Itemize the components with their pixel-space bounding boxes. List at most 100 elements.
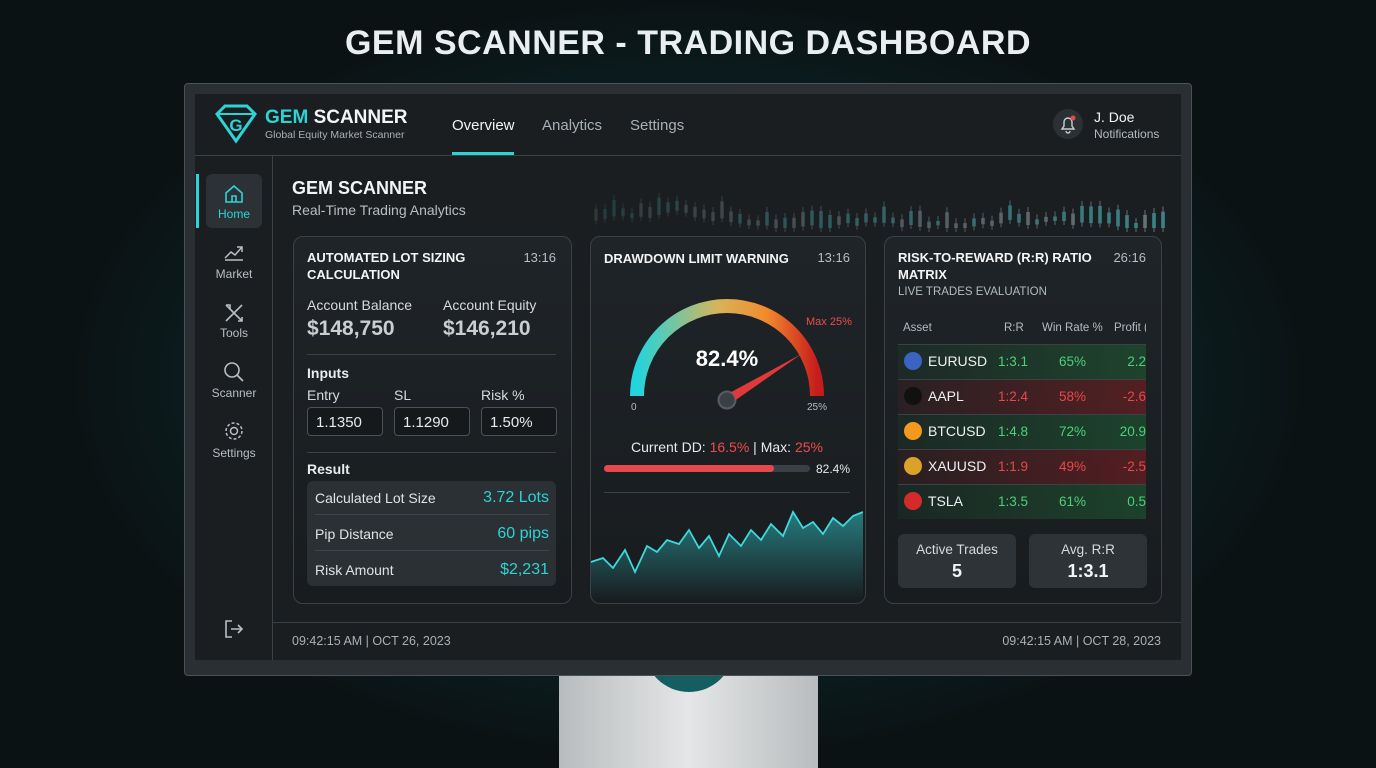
nav-tab[interactable]: Settings [630, 117, 685, 134]
candle-body [1080, 205, 1084, 223]
profit: -2.5 [1122, 459, 1146, 474]
candle-body [981, 217, 985, 225]
card-title: RISK-TO-REWARD (R:R) RATIO MATRIX [898, 250, 1092, 282]
rr-table: Asset R:R Win Rate % Profit (%) EURUSD 1:3.1 6… [898, 316, 1146, 520]
candle-body [594, 208, 598, 221]
nav-tab[interactable]: Analytics [542, 117, 603, 134]
asset-icon [904, 422, 922, 440]
candle-body [1062, 211, 1066, 222]
candle-body [846, 213, 850, 224]
asset-icon [904, 387, 922, 405]
rr-value: 1:3.5 [998, 494, 1029, 509]
balance-value: $148,750 [307, 317, 395, 340]
brand-subtitle: Global Equity Market Scanner [265, 129, 405, 141]
asset-name: AAPL [928, 388, 964, 404]
candle-body [945, 212, 949, 228]
divider [604, 492, 850, 493]
result-box [307, 481, 556, 586]
candle-body [684, 204, 688, 213]
page-title: GEM SCANNER - TRADING DASHBOARD [344, 24, 1032, 62]
candle-body [1107, 212, 1111, 224]
notification-bell[interactable] [1052, 108, 1084, 140]
user-name: J. Doe [1094, 109, 1135, 125]
asset-name: EURUSD [928, 353, 988, 369]
candle-body [990, 220, 994, 226]
candle-body [1116, 209, 1120, 227]
sidebar-item[interactable]: Market [215, 267, 253, 281]
candle-body [972, 218, 976, 227]
nav-tab[interactable]: Overview [452, 117, 515, 134]
current-label: Current DD: [631, 439, 706, 455]
candle-body [873, 217, 877, 223]
candle-body [999, 212, 1003, 224]
candle-body [927, 221, 931, 228]
profit: 20.9 [1119, 424, 1146, 439]
result-value: 60 pips [497, 525, 549, 542]
candle-body [1161, 211, 1165, 228]
candle-body [1125, 215, 1129, 228]
candle-body [774, 219, 778, 228]
candle-body [1008, 205, 1012, 221]
balance-label: Account Balance [307, 297, 413, 313]
sidebar-item[interactable]: Tools [219, 326, 248, 340]
asset-name: TSLA [928, 493, 964, 509]
nav-active-underline [452, 152, 514, 155]
candle-body [783, 217, 787, 228]
table-row [898, 484, 1146, 519]
logout-icon[interactable] [222, 618, 246, 640]
candle-body [612, 200, 616, 217]
candle-body [828, 215, 832, 228]
card-title: DRAWDOWN LIMIT WARNING [604, 251, 789, 266]
win-rate: 49% [1059, 459, 1087, 474]
stat-box [1029, 534, 1147, 588]
brand-a: GEM [265, 107, 309, 128]
equity-sparkline [591, 510, 863, 601]
column-header: Profit (%) [1114, 322, 1146, 334]
input-label: SL [394, 387, 412, 403]
sidebar-item[interactable]: Home [217, 207, 250, 221]
candle-body [954, 223, 958, 228]
drawdown-gauge [630, 299, 824, 410]
sidebar-item[interactable]: Scanner [211, 386, 257, 400]
candle-body [720, 201, 724, 219]
rr-value: 1:2.4 [998, 389, 1029, 404]
gauge-min: 0 [631, 402, 637, 413]
candle-body [1044, 216, 1048, 222]
candle-body [702, 209, 706, 219]
brand-b: SCANNER [313, 107, 408, 128]
equity-value: $146,210 [443, 317, 531, 340]
progress-label: 82.4% [816, 462, 851, 476]
sidebar-active-bar [196, 174, 199, 228]
divider [307, 354, 556, 355]
candle-body [1134, 222, 1138, 228]
candle-body [1017, 213, 1021, 223]
card-subtitle: LIVE TRADES EVALUATION [898, 286, 1047, 298]
divider [307, 452, 556, 453]
input-label: Entry [307, 387, 340, 403]
candle-body [963, 223, 967, 228]
footer-left: 09:42:15 AM | OCT 26, 2023 [292, 634, 451, 648]
profit: -2.6 [1122, 389, 1146, 404]
card-time: 13:16 [523, 250, 556, 265]
result-value: $2,231 [500, 561, 549, 578]
table-row [898, 344, 1146, 379]
stat-label: Avg. R:R [1061, 542, 1115, 557]
max-label: Max: [760, 439, 792, 455]
asset-icon [904, 492, 922, 510]
max-marker: Max 25% [806, 316, 852, 328]
gauge-max: 25% [807, 402, 828, 413]
progress-bar [604, 465, 774, 472]
stat-value: 1:3.1 [1067, 561, 1109, 581]
equity-label: Account Equity [443, 297, 537, 313]
profit: 0.5 [1127, 494, 1146, 509]
home-icon [225, 184, 243, 203]
result-label: Calculated Lot Size [315, 490, 436, 506]
win-rate: 72% [1059, 424, 1087, 439]
svg-text:G: G [229, 116, 242, 135]
sidebar-item[interactable]: Settings [212, 446, 256, 460]
candle-body [729, 211, 733, 223]
table-row [898, 449, 1146, 484]
settings-icon [225, 422, 243, 440]
result-title: Result [307, 461, 350, 477]
gauge-value: 82.4% [695, 346, 759, 371]
